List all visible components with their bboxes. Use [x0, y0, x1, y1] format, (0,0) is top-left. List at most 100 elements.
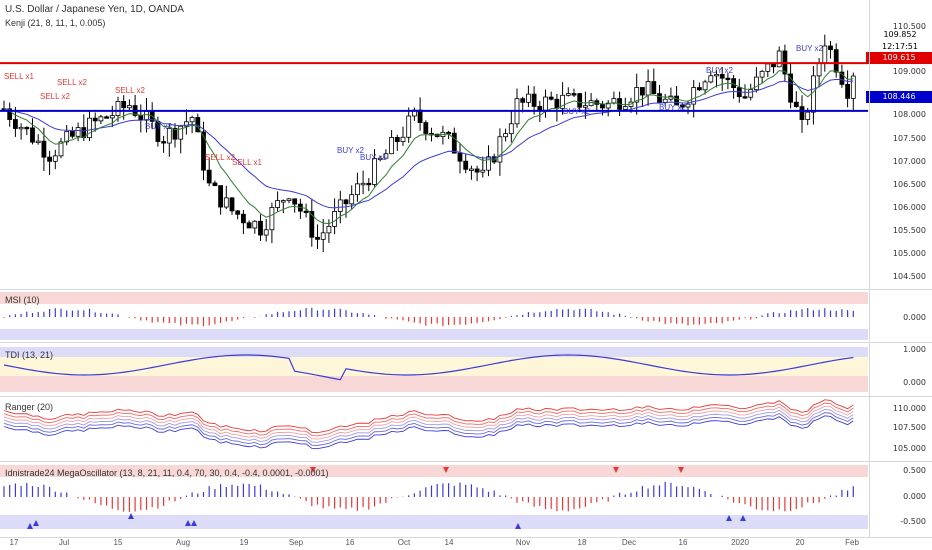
candle-body — [765, 63, 771, 72]
x-label: Oct — [397, 538, 411, 547]
signal-sell: SELL x2 — [57, 78, 87, 87]
candle-body — [92, 117, 98, 122]
candle-body — [75, 127, 81, 137]
mega-buy-marker — [128, 513, 134, 519]
candle-body — [98, 116, 104, 122]
tdi-line — [3, 354, 854, 381]
candle-body — [326, 225, 332, 234]
candle-body — [206, 169, 212, 184]
signal-buy: BUY x2 — [145, 122, 172, 131]
candle-body — [833, 49, 839, 73]
candle-body — [383, 153, 389, 159]
msi-title: MSI (10) — [5, 295, 40, 305]
indicator-title: Kenji (21, 8, 11, 1, 0.005) — [5, 18, 106, 28]
candle-body — [560, 94, 565, 109]
price-label-108000: 108.000 — [892, 110, 926, 119]
mega-buy-marker — [740, 515, 746, 521]
candle-body — [776, 50, 782, 68]
candle-body — [731, 78, 736, 89]
candle-body — [503, 133, 509, 138]
signal-sell: SELL x1 — [232, 158, 262, 167]
ranger-band — [3, 412, 854, 446]
x-label: 17 — [9, 538, 19, 547]
candle-body — [828, 45, 833, 51]
candle-body — [480, 169, 486, 173]
candle-body — [788, 73, 793, 103]
candle-body — [474, 168, 480, 173]
signal-buy: BUY x2 — [706, 66, 733, 75]
candle-body — [406, 115, 412, 138]
candle-body — [742, 96, 748, 99]
price-label-109000: 109.000 — [892, 67, 926, 76]
red-line-price-badge: 109.615 — [866, 52, 932, 64]
signal-buy: BUY x2 — [563, 107, 590, 116]
candle-body — [12, 119, 18, 129]
candle-body — [280, 200, 286, 203]
candle-body — [52, 155, 58, 162]
mega-sell-marker — [443, 467, 449, 473]
candle-body — [463, 160, 469, 170]
candle-body — [161, 141, 167, 144]
mega-label-top: 0.500 — [903, 466, 926, 475]
x-label: 2020 — [731, 538, 749, 547]
candle-body — [47, 156, 52, 162]
candle-body — [64, 131, 70, 143]
x-label: Jul — [58, 538, 70, 547]
mega-buy-marker — [185, 520, 191, 526]
candle-body — [263, 229, 269, 236]
countdown-badge: 12:17:51 — [868, 41, 932, 53]
msi-lower-band — [0, 329, 868, 340]
tdi-mid-band — [0, 357, 868, 376]
candle-body — [657, 93, 662, 103]
candle-body — [537, 106, 543, 111]
candle-body — [332, 211, 338, 227]
msi-upper-band — [0, 292, 868, 304]
ranger-label-110: 110.000 — [892, 404, 926, 413]
candle-body — [508, 123, 514, 135]
x-label: 16 — [345, 538, 355, 547]
x-label: Dec — [621, 538, 637, 547]
candle-body — [423, 122, 429, 134]
signal-sell: SELL x2 — [205, 153, 235, 162]
candle-body — [679, 104, 685, 108]
price-label-110500: 110.500 — [892, 22, 926, 31]
candle-body — [771, 63, 776, 68]
mega-lower-band — [0, 515, 868, 529]
candle-body — [109, 115, 115, 119]
ranger-band — [3, 399, 854, 434]
signal-buy: BUY x2 — [659, 103, 686, 112]
candle-body — [70, 131, 75, 137]
x-label: 20 — [795, 538, 805, 547]
x-label: 14 — [444, 538, 454, 547]
candle-body — [446, 131, 452, 135]
candle-body — [58, 141, 64, 157]
candle-body — [166, 127, 172, 144]
mega-label-bottom: -0.500 — [900, 517, 926, 526]
ranger-band — [3, 402, 854, 437]
current-price-badge: 109.852 — [868, 29, 932, 41]
candle-body — [87, 117, 92, 139]
candle-body — [24, 126, 30, 130]
ranger-label-1075: 107.500 — [892, 423, 926, 432]
candle-body — [554, 98, 560, 109]
candle-body — [548, 96, 554, 100]
candle-body — [258, 220, 263, 236]
symbol-title: U.S. Dollar / Japanese Yen, 1D, OANDA — [5, 4, 184, 15]
mega-label-zero: 0.000 — [903, 492, 926, 501]
candle-body — [400, 136, 406, 142]
candle-body — [41, 140, 47, 158]
candle-body — [622, 106, 628, 110]
candle-body — [759, 70, 765, 78]
signal-sell: SELL x2 — [40, 92, 70, 101]
x-label: 18 — [577, 538, 587, 547]
candle-body — [577, 93, 583, 108]
mega-sell-marker — [310, 467, 316, 473]
candle-body — [565, 93, 571, 96]
candle-body — [640, 87, 645, 96]
candle-body — [691, 87, 697, 105]
candle-body — [315, 236, 320, 240]
signal-sell: SELL x2 — [115, 86, 145, 95]
x-label: Aug — [175, 538, 191, 547]
candle-body — [349, 194, 355, 205]
